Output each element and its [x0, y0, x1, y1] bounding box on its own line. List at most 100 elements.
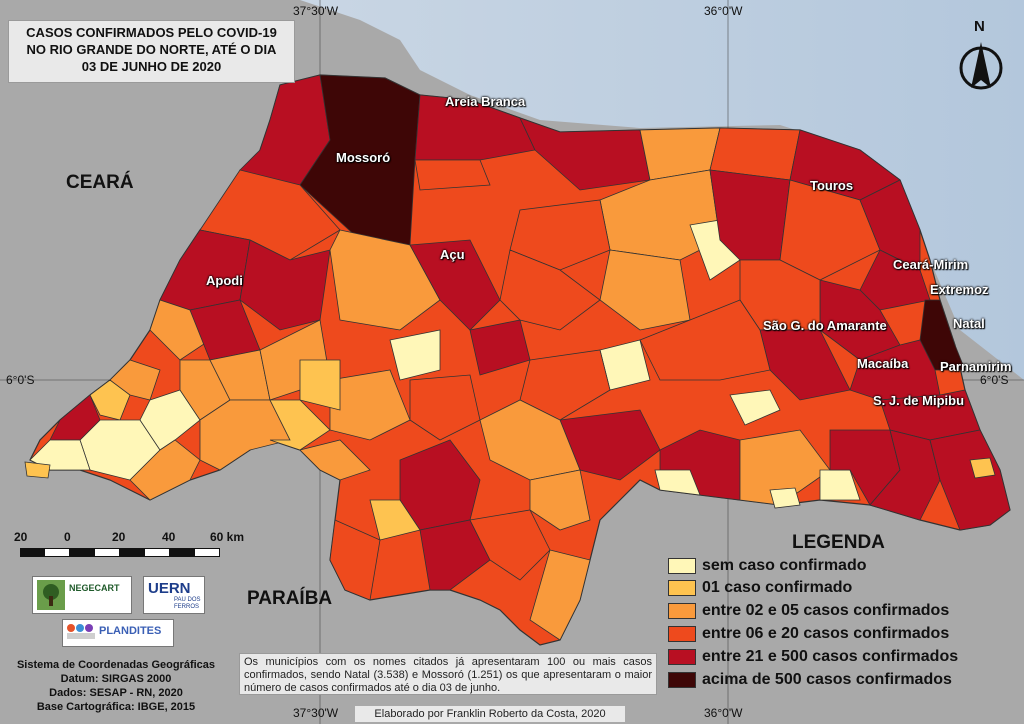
municipality: [129, 439, 201, 501]
city-label-parnamirim: Parnamirim: [940, 359, 1012, 374]
municipality: [499, 249, 601, 331]
municipality: [859, 179, 921, 271]
map-note: Os municípios com os nomes citados já ap…: [239, 653, 657, 695]
municipality: [529, 469, 591, 531]
tree-icon: [37, 580, 65, 610]
info-datum: Datum: SIRGAS 2000: [60, 673, 172, 685]
city-label-extremoz: Extremoz: [930, 282, 989, 297]
municipality: [419, 519, 491, 591]
city-label-mossoro: Mossoró: [336, 150, 391, 165]
north-label: N: [974, 18, 985, 35]
coord-bottom-right: 36°0'W: [704, 706, 743, 720]
municipality: [414, 159, 491, 191]
legend-swatch: [668, 558, 696, 574]
city-label-macaiba: Macaíba: [857, 356, 909, 371]
legend-swatch: [668, 603, 696, 619]
logo-uern-sub: PAU DOS FERROS: [174, 597, 201, 610]
municipality: [599, 249, 691, 331]
legend-swatch: [668, 672, 696, 688]
legend-item: sem caso confirmado: [668, 556, 867, 576]
logo-plandites: PLANDITES: [62, 619, 174, 647]
legend-swatch: [668, 580, 696, 596]
municipality: [24, 461, 51, 479]
legend-swatch: [668, 649, 696, 665]
scale-tick-20-left: 20: [14, 530, 28, 544]
legend: LEGENDA sem caso confirmado 01 caso conf…: [664, 528, 1014, 692]
people-icon: [67, 624, 95, 639]
scale-tick-40: 40: [162, 530, 176, 544]
city-label-natal: Natal: [953, 316, 985, 331]
title-line-1: CASOS CONFIRMADOS PELO COVID-19: [26, 25, 277, 40]
logo-negecart: NEGECART: [32, 576, 132, 614]
municipality: [849, 339, 941, 401]
legend-item: 01 caso confirmado: [668, 578, 852, 598]
region-ceara: CEARÁ: [66, 172, 134, 193]
municipality: [729, 389, 781, 426]
municipality: [329, 369, 411, 441]
municipality: [654, 469, 701, 496]
municipality: [769, 487, 801, 509]
municipality: [929, 429, 1011, 531]
legend-label: sem caso confirmado: [702, 557, 867, 574]
logo-uern: UERN PAU DOS FERROS: [143, 576, 205, 614]
city-label-areia-branca: Areia Branca: [445, 94, 526, 109]
municipalities: [24, 74, 1011, 641]
scale-tick-0: 0: [64, 530, 71, 544]
map-info: Sistema de Coordenadas Geográficas Datum…: [6, 658, 226, 714]
title-line-2: NO RIO GRANDE DO NORTE, ATÉ O DIA: [26, 42, 277, 57]
scale-segment: [120, 548, 170, 557]
coord-right-lat: 6°0'S: [980, 373, 1009, 387]
municipality: [969, 457, 996, 479]
municipality: [409, 374, 481, 441]
scale-segment: [20, 548, 70, 557]
legend-item: entre 06 e 20 casos confirmados: [668, 624, 949, 644]
info-base-map: Base Cartográfica: IBGE, 2015: [36, 701, 196, 713]
legend-swatch: [668, 626, 696, 642]
legend-label: entre 02 e 05 casos confirmados: [702, 602, 950, 619]
municipality: [389, 329, 441, 381]
city-label-sao-goncalo: São G. do Amarante: [763, 318, 887, 333]
municipality: [529, 549, 591, 641]
municipality: [299, 439, 371, 481]
municipality: [89, 379, 131, 421]
municipality: [739, 429, 831, 506]
municipality: [859, 249, 931, 311]
ocean: [300, 0, 1024, 380]
north-arrow-icon: [959, 42, 1003, 90]
logo-plandites-text: PLANDITES: [99, 625, 162, 637]
coord-bottom-left: 37°30'W: [293, 706, 339, 720]
legend-item: entre 21 e 500 casos confirmados: [668, 647, 958, 667]
scale-segment: [70, 548, 120, 557]
legend-item: entre 02 e 05 casos confirmados: [668, 601, 949, 621]
city-label-ceara-mirim: Ceará-Mirim: [893, 257, 969, 272]
municipality: [519, 349, 611, 421]
map-credit: Elaborado por Franklin Roberto da Costa,…: [355, 706, 625, 722]
north-arrow: N: [957, 18, 1005, 98]
info-coord-system: Sistema de Coordenadas Geográficas: [16, 659, 216, 671]
title-line-3: 03 DE JUNHO DE 2020: [81, 59, 222, 74]
city-label-touros: Touros: [810, 178, 854, 193]
municipality: [159, 229, 251, 311]
scale-segment: [170, 548, 220, 557]
city-label-sjm: S. J. de Mipibu: [873, 393, 965, 408]
scale-tick-60: 60 km: [210, 530, 245, 544]
municipality: [469, 509, 551, 581]
municipality: [49, 394, 101, 441]
legend-label: 01 caso confirmado: [702, 579, 853, 596]
legend-title: LEGENDA: [792, 532, 885, 553]
logo-negecart-text: NEGECART: [69, 583, 120, 593]
scale-tick-20: 20: [112, 530, 126, 544]
info-data-source: Dados: SESAP - RN, 2020: [49, 687, 183, 699]
legend-label: entre 06 e 20 casos confirmados: [702, 625, 950, 642]
municipality: [149, 299, 211, 361]
municipality: [329, 519, 381, 601]
coord-top-right: 36°0'W: [704, 4, 743, 18]
map-title: CASOS CONFIRMADOS PELO COVID-19 NO RIO G…: [8, 20, 295, 83]
legend-label: acima de 500 casos confirmados: [702, 671, 952, 688]
coord-top-left: 37°30'W: [293, 4, 339, 18]
municipality: [779, 179, 881, 281]
scale-bar: 20 0 20 40 60 km: [14, 530, 254, 562]
legend-label: entre 21 e 500 casos confirmados: [702, 648, 959, 665]
municipality: [109, 359, 161, 401]
